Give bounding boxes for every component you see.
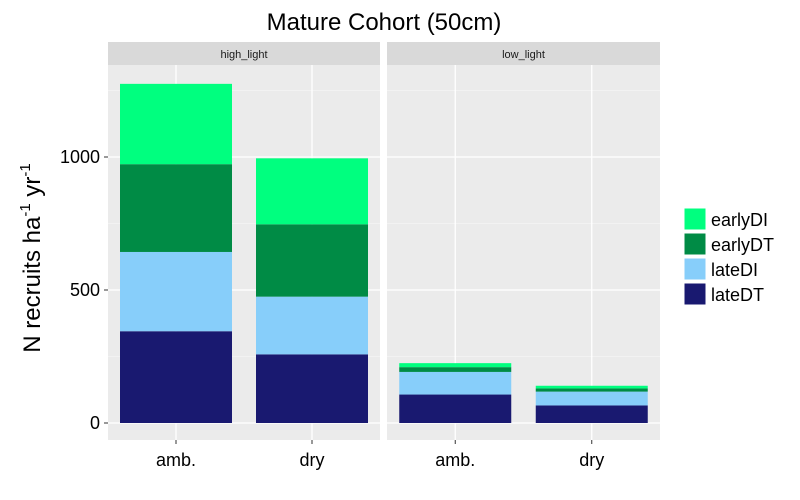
facet-label: high_light — [220, 49, 267, 61]
bar-segment-earlyDT — [120, 164, 232, 252]
y-axis-label-part: N recruits ha — [19, 216, 46, 353]
bar-segment-earlyDT — [535, 388, 648, 392]
bar-segment-lateDI — [535, 391, 648, 406]
x-tick-label: amb. — [156, 450, 196, 470]
chart-title: Mature Cohort (50cm) — [267, 9, 502, 36]
facet-strip — [387, 42, 660, 65]
y-axis-label: N recruits ha-1 yr-1 — [17, 163, 46, 352]
facet-label: low_light — [502, 49, 545, 61]
legend-key-earlyDT — [683, 232, 707, 256]
bar-segment-lateDI — [256, 296, 368, 355]
legend-key-earlyDI — [683, 207, 707, 231]
bar-segment-earlyDI — [399, 363, 512, 368]
bar-segment-earlyDT — [399, 367, 512, 372]
y-tick-label: 0 — [90, 413, 100, 433]
legend-label: lateDT — [711, 285, 764, 305]
bar-segment-earlyDT — [256, 224, 368, 297]
y-axis: 0 500 1000 — [60, 147, 108, 433]
bar-segment-lateDT — [399, 394, 512, 423]
x-tick-label: dry — [299, 450, 324, 470]
bar-segment-lateDT — [120, 331, 232, 423]
bar-segment-earlyDI — [535, 385, 648, 389]
bar-segment-earlyDI — [256, 158, 368, 225]
legend-key-lateDI — [683, 257, 707, 281]
bar-segment-lateDI — [120, 251, 232, 332]
y-tick-label: 500 — [70, 280, 100, 300]
y-axis-label-part: yr — [19, 177, 46, 204]
x-tick-label: dry — [579, 450, 604, 470]
x-tick-label: amb. — [435, 450, 475, 470]
bar-segment-lateDT — [256, 354, 368, 423]
y-axis-label-sup: -1 — [17, 203, 34, 216]
legend-label: lateDI — [711, 260, 758, 280]
bar-segment-earlyDI — [120, 83, 232, 165]
legend-label: earlyDT — [711, 235, 774, 255]
legend-key-lateDT — [683, 282, 707, 306]
legend-label: earlyDI — [711, 210, 768, 230]
y-tick-label: 1000 — [60, 147, 100, 167]
facet-strip — [108, 42, 380, 65]
panel-low_light: low_light amb. dry — [387, 42, 660, 470]
bar-segment-lateDT — [535, 405, 648, 423]
panel-high_light: high_light amb. dry — [108, 42, 380, 470]
panels: high_light amb. dry low_light amb. dry — [108, 42, 660, 470]
legend: earlyDI earlyDT lateDI lateDT — [683, 207, 774, 306]
bar-segment-lateDI — [399, 371, 512, 395]
y-axis-label-sup: -1 — [17, 163, 34, 176]
